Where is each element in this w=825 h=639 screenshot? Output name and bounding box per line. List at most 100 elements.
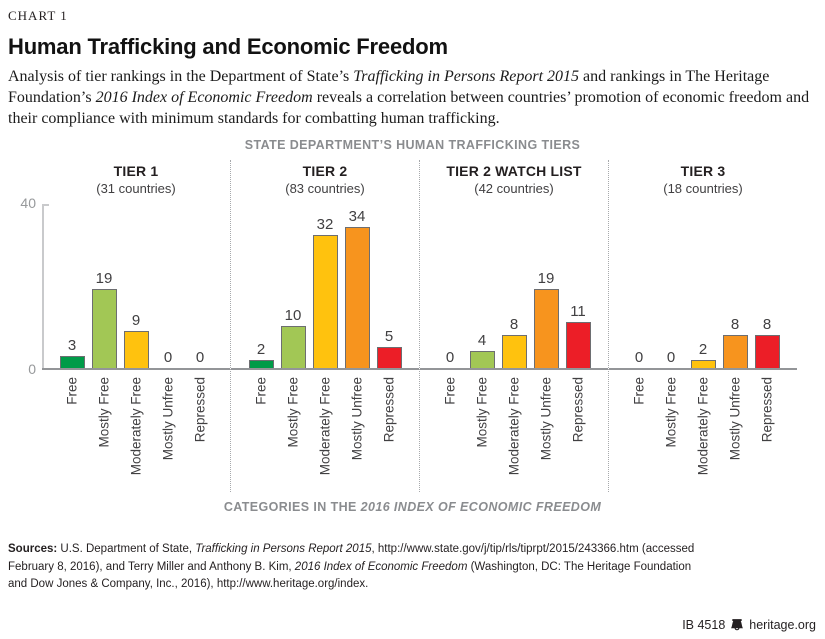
bar-value-label: 3 <box>67 337 77 355</box>
tier-panel-tier-1: TIER 1 (31 countries) 3 19 9 0 0 Free Mostly Fre… <box>42 160 231 493</box>
category-label-cell: Repressed <box>566 370 591 492</box>
category-label-repressed: Repressed <box>759 377 775 443</box>
tier-title: TIER 1 <box>113 163 159 180</box>
tier-panels: TIER 1 (31 countries) 3 19 9 0 0 Free Mostly Fre… <box>42 160 797 493</box>
category-label-cell: Moderately Free <box>124 370 149 492</box>
sources-text: , http://www.state.gov/j/tip/rls/tiprpt/… <box>8 543 695 573</box>
bar-slot: 19 <box>91 270 117 369</box>
tier-panel-tier-2-watch-list: TIER 2 WATCH LIST (42 countries) 0 4 8 19 11 Fr… <box>420 160 609 493</box>
bar-value-label: 10 <box>284 307 302 325</box>
x-axis-title-text: CATEGORIES IN THE <box>223 500 361 515</box>
category-label-free: Free <box>253 377 269 406</box>
category-label-mostly-free: Mostly Free <box>285 377 301 448</box>
sources-note: Sources: U.S. Department of State, Traff… <box>8 541 698 593</box>
intro-paragraph: Analysis of tier rankings in the Departm… <box>8 67 820 129</box>
heritage-site-link[interactable]: heritage.org <box>749 618 816 632</box>
bar-moderately-free <box>690 360 716 369</box>
category-label-mostly-unfree: Mostly Unfree <box>160 377 176 461</box>
bar-repressed <box>754 335 780 369</box>
tier-title: TIER 2 WATCH LIST <box>446 163 582 180</box>
x-axis-title: CATEGORIES IN THE 2016 INDEX OF ECONOMIC… <box>8 500 817 514</box>
bar-slot: 2 <box>248 341 274 369</box>
category-labels: Free Mostly Free Moderately Free Mostly Unf… <box>42 370 230 492</box>
bar-slot: 0 <box>188 349 213 368</box>
chart-title: STATE DEPARTMENT’S HUMAN TRAFFICKING TIE… <box>244 138 581 153</box>
tier-country-count: (42 countries) <box>474 181 554 197</box>
bar-value-label: 8 <box>509 316 519 334</box>
sources-text: U.S. Department of State, <box>57 543 196 556</box>
bar-value-label: 2 <box>698 341 708 359</box>
bar-slot: 19 <box>533 270 559 369</box>
intro-italic-report-title: Trafficking in Persons Report 2015 <box>353 68 580 85</box>
bar-slot: 2 <box>690 341 716 369</box>
category-label-cell: Repressed <box>755 370 780 492</box>
bar-value-label: 8 <box>762 316 772 334</box>
bar-moderately-free <box>123 331 149 369</box>
category-label-mostly-unfree: Mostly Unfree <box>727 377 743 461</box>
tier-country-count: (18 countries) <box>663 181 743 197</box>
category-label-cell: Free <box>249 370 274 492</box>
sources-text: (Washington, DC: The Heritage Foundation… <box>8 560 692 590</box>
bar-free <box>59 356 85 369</box>
tier-title: TIER 2 <box>302 163 348 180</box>
footer: IB 4518 heritage.org <box>682 618 816 632</box>
category-label-mostly-free: Mostly Free <box>663 377 679 448</box>
tier-title: TIER 3 <box>680 163 726 180</box>
intro-text: Analysis of tier rankings in the Departm… <box>8 68 354 85</box>
bar-slot: 8 <box>754 316 780 369</box>
intro-italic-index-title: 2016 Index of Economic Freedom <box>95 88 313 106</box>
bar-slot: 5 <box>376 328 402 369</box>
category-label-moderately-free: Moderately Free <box>695 377 711 476</box>
category-label-cell: Mostly Free <box>659 370 684 492</box>
x-axis-title-italic: 2016 INDEX OF ECONOMIC FREEDOM <box>360 500 602 515</box>
bar-value-label: 0 <box>445 349 455 367</box>
bar-value-label: 19 <box>95 270 113 288</box>
category-label-cell: Mostly Unfree <box>156 370 181 492</box>
category-label-free: Free <box>442 377 458 406</box>
category-label-cell: Mostly Unfree <box>345 370 370 492</box>
bar-mostly-unfree <box>533 289 559 369</box>
category-label-moderately-free: Moderately Free <box>128 377 144 476</box>
bar-value-label: 4 <box>477 332 487 350</box>
bar-value-label: 0 <box>195 349 205 367</box>
bar-slot: 4 <box>469 332 495 369</box>
tier-plot: 0 0 2 8 8 <box>609 204 797 371</box>
category-label-mostly-unfree: Mostly Unfree <box>538 377 554 461</box>
y-axis-top-tick <box>42 204 49 207</box>
bar-slot: 8 <box>722 316 748 369</box>
category-labels: Free Mostly Free Moderately Free Mostly Unf… <box>231 370 419 492</box>
bar-moderately-free <box>312 235 338 369</box>
bar-value-label: 32 <box>316 216 334 234</box>
bar-slot: 0 <box>627 349 652 368</box>
category-label-cell: Moderately Free <box>502 370 527 492</box>
bar-value-label: 5 <box>384 328 394 346</box>
bar-slot: 32 <box>312 216 338 369</box>
bar-slot: 3 <box>59 337 85 369</box>
bar-slot: 0 <box>659 349 684 368</box>
tier-header: TIER 2 WATCH LIST (42 countries) <box>420 160 608 204</box>
bar-value-label: 34 <box>348 208 366 226</box>
category-label-free: Free <box>64 377 80 406</box>
bar-mostly-free <box>280 326 306 369</box>
category-label-free: Free <box>631 377 647 406</box>
chart-kicker: CHART 1 <box>8 8 68 23</box>
category-label-cell: Repressed <box>188 370 213 492</box>
category-label-mostly-unfree: Mostly Unfree <box>349 377 365 461</box>
bar-slot: 0 <box>156 349 181 368</box>
category-label-cell: Free <box>627 370 652 492</box>
category-labels: Free Mostly Free Moderately Free Mostly Unf… <box>420 370 608 492</box>
category-label-mostly-free: Mostly Free <box>96 377 112 448</box>
tier-country-count: (83 countries) <box>285 181 365 197</box>
bar-slot: 0 <box>438 349 463 368</box>
bar-slot: 10 <box>280 307 306 369</box>
bar-value-label: 2 <box>256 341 266 359</box>
tier-header: TIER 3 (18 countries) <box>609 160 797 204</box>
sources-italic-report-title: Trafficking in Persons Report 2015 <box>195 543 372 556</box>
sources-italic-index-title: 2016 Index of Economic Freedom <box>294 560 468 573</box>
intro-text: and rankings in The Heritage Foundation’… <box>8 68 770 106</box>
bar-moderately-free <box>501 335 527 369</box>
tier-header: TIER 1 (31 countries) <box>42 160 230 204</box>
tier-header: TIER 2 (83 countries) <box>231 160 419 204</box>
bar-mostly-unfree <box>722 335 748 369</box>
bar-repressed <box>376 347 402 369</box>
